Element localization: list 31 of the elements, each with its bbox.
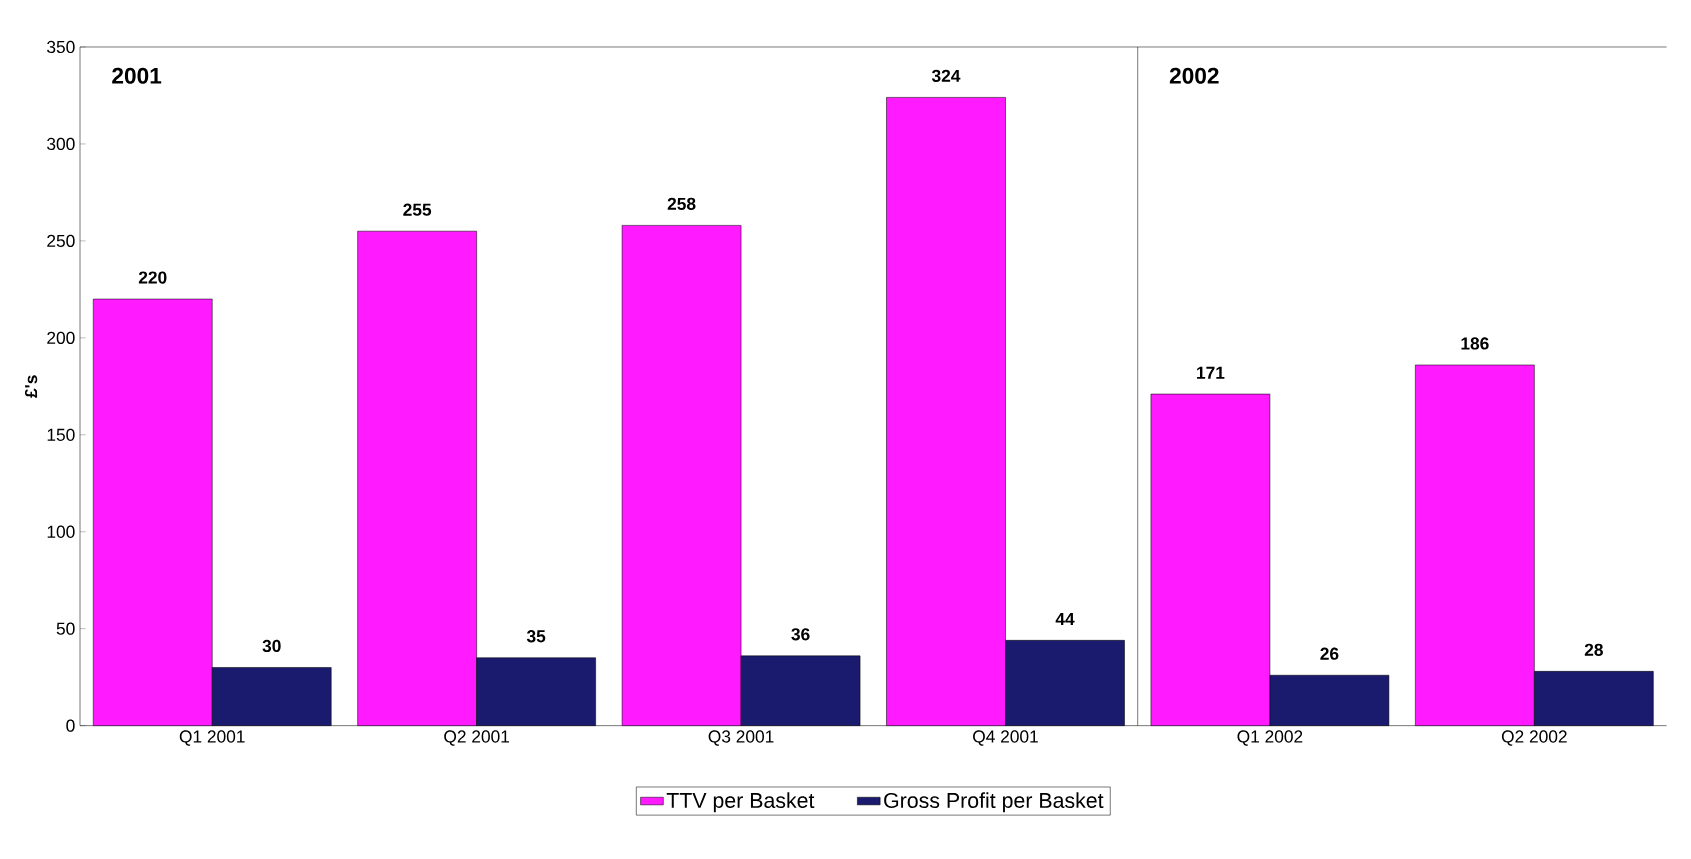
- x-tick-label: Q4 2001: [973, 730, 1038, 746]
- y-tick-label: 50: [56, 622, 75, 635]
- y-tick-label: 0: [66, 719, 75, 732]
- legend-label: Gross Profit per Basket: [884, 792, 1104, 813]
- data-label: 26: [1320, 647, 1339, 660]
- x-tick-label: Q1 2001: [179, 730, 245, 746]
- data-label: 220: [138, 271, 167, 284]
- y-tick-label: 250: [47, 234, 75, 248]
- y-axis-title: £'s: [24, 375, 38, 398]
- data-label: 35: [526, 630, 546, 643]
- y-tick-label: 350: [47, 40, 75, 54]
- y-tick-label: 150: [47, 428, 75, 441]
- x-tick-label: Q2 2002: [1501, 730, 1567, 746]
- data-label: 258: [667, 197, 696, 210]
- data-label: 171: [1197, 366, 1225, 379]
- y-tick-label: 200: [47, 331, 75, 344]
- annotation: 2002: [1169, 67, 1219, 84]
- data-label: 28: [1584, 643, 1603, 656]
- data-label: 36: [791, 628, 810, 641]
- y-tick-label: 100: [47, 525, 75, 538]
- data-label: 324: [931, 69, 961, 83]
- annotation: 2001: [112, 67, 162, 84]
- x-tick-label: Q1 2002: [1237, 730, 1303, 746]
- x-tick-label: Q2 2001: [444, 730, 510, 746]
- x-tick-label: Q3 2001: [708, 730, 774, 746]
- data-label: 30: [262, 639, 281, 653]
- data-label: 186: [1461, 337, 1489, 350]
- data-label: 255: [403, 203, 432, 216]
- y-tick-label: 300: [47, 137, 75, 151]
- legend-label: TTV per Basket: [666, 792, 815, 813]
- data-label: 44: [1055, 613, 1075, 625]
